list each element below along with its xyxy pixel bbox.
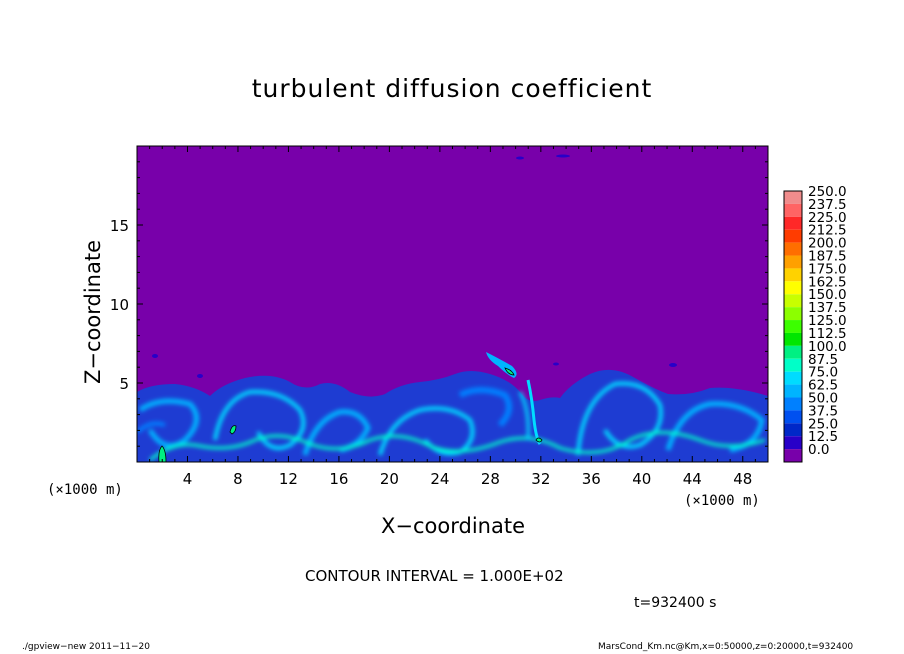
colorbar-label: 50.0 (808, 390, 838, 406)
x-unit-right: (×1000 m) (684, 493, 760, 509)
y-tick-label: 15 (110, 217, 129, 235)
x-tick-label: 44 (683, 470, 702, 488)
colorbar-label: 112.5 (808, 326, 847, 342)
colorbar-swatch (784, 320, 802, 333)
y-tick-label: 5 (119, 375, 129, 393)
footer-left: ./gpview−new 2011−11−20 (22, 642, 150, 652)
colorbar-label: 200.0 (808, 236, 847, 252)
colorbar-swatch (784, 384, 802, 398)
colorbar-label: 175.0 (808, 261, 847, 277)
colorbar-label: 87.5 (808, 352, 838, 368)
x-tick-label: 32 (531, 470, 550, 488)
colorbar-label: 37.5 (808, 403, 838, 419)
speck-6 (553, 362, 559, 366)
eddy-4 (378, 406, 475, 456)
x-tick-label: 28 (481, 470, 500, 488)
x-tick-label: 12 (279, 470, 298, 488)
speck-5 (669, 363, 677, 367)
colorbar-swatch (784, 203, 802, 217)
contour-interval: CONTOUR INTERVAL = 1.000E+02 (305, 567, 564, 585)
time-label: t=932400 s (634, 595, 717, 611)
colorbar-swatch (784, 191, 802, 204)
colorbar-swatch (784, 449, 802, 462)
colorbar-swatch (784, 397, 802, 411)
x-unit-left: (×1000 m) (47, 482, 123, 498)
x-tick-label: 40 (632, 470, 651, 488)
colorbar-label: 250.0 (808, 184, 847, 200)
x-tick-label: 4 (183, 470, 193, 488)
x-tick-label: 48 (733, 470, 752, 488)
colorbar-swatch (784, 410, 802, 424)
colorbar-label: 237.5 (808, 197, 847, 213)
colorbar-swatch (784, 216, 802, 230)
eddy-9 (518, 391, 530, 441)
y-tick-label: 10 (110, 296, 129, 314)
eddy-2 (213, 389, 306, 450)
speck-2 (197, 374, 203, 378)
colorbar-label: 75.0 (808, 365, 838, 381)
contour-3 (535, 437, 543, 443)
colorbar-label: 137.5 (808, 300, 847, 316)
colorbar-frame (783, 190, 803, 463)
eddy-8 (149, 431, 766, 462)
colorbar-swatch (784, 229, 802, 243)
x-tick-label: 24 (430, 470, 449, 488)
colorbar-swatch (784, 371, 802, 385)
y-axis: 5 10 15 (110, 161, 768, 447)
speck-4 (556, 154, 570, 158)
eddy-3 (302, 409, 371, 456)
colorbar: 250.0237.5225.0212.5200.0187.5175.0162.5… (783, 184, 847, 463)
colorbar-swatch (784, 307, 802, 321)
colorbar-swatch (784, 294, 802, 308)
colorbar-swatch (784, 268, 802, 282)
eddy-10 (137, 421, 166, 434)
colorbar-swatch (784, 345, 802, 359)
x-tick-label: 36 (582, 470, 601, 488)
colorbar-label: 162.5 (808, 274, 847, 290)
x-tick-label: 8 (233, 470, 243, 488)
colorbar-swatch (784, 358, 802, 372)
contour-2 (229, 425, 237, 435)
colorbar-swatch (784, 423, 802, 437)
x-tick-label: 20 (380, 470, 399, 488)
colorbar-swatch (784, 281, 802, 295)
speck-3 (516, 156, 524, 160)
y-axis-label: Z−coordinate (81, 240, 105, 384)
colorbar-label: 125.0 (808, 313, 847, 329)
colorbar-label: 0.0 (808, 442, 829, 458)
eddy-1 (138, 398, 199, 449)
colorbar-label: 62.5 (808, 378, 838, 394)
colorbar-label: 225.0 (808, 210, 847, 226)
contour-1 (158, 445, 167, 462)
x-axis-label: X−coordinate (381, 514, 525, 538)
speck-1 (152, 354, 158, 358)
colorbar-label: 25.0 (808, 416, 838, 432)
colorbar-label: 150.0 (808, 287, 847, 303)
eddy-7 (665, 401, 765, 453)
colorbar-label: 12.5 (808, 429, 838, 445)
eddy-6 (576, 381, 663, 456)
chart-title: turbulent diffusion coefficient (251, 74, 653, 103)
eddy-5 (458, 387, 512, 428)
colorbar-label: 187.5 (808, 249, 847, 265)
colorbar-swatch (784, 436, 802, 450)
x-axis: 4 8 12 16 20 24 28 32 36 40 44 48 (149, 146, 756, 488)
footer-right: MarsCond_Km.nc@Km,x=0:50000,z=0:20000,t=… (598, 642, 854, 652)
plume-core (504, 367, 515, 376)
colorbar-swatch (784, 332, 802, 346)
x-tick-label: 16 (329, 470, 348, 488)
colorbar-label: 100.0 (808, 339, 847, 355)
colorbar-swatch (784, 255, 802, 269)
colorbar-label: 212.5 (808, 223, 847, 239)
colorbar-swatch (784, 242, 802, 256)
